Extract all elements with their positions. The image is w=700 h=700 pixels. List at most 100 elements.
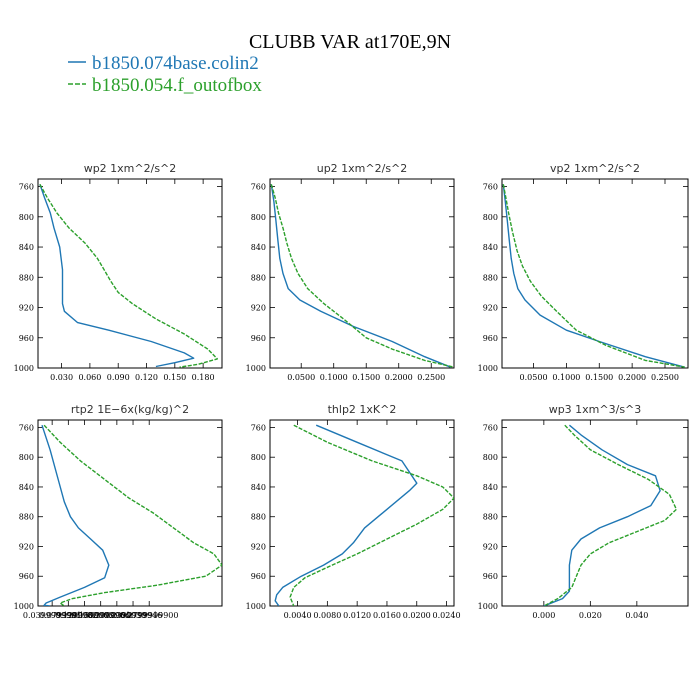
y-tick-label: 1000 bbox=[478, 364, 498, 373]
y-tick-label: 960 bbox=[19, 334, 34, 343]
y-tick-label: 880 bbox=[483, 513, 498, 522]
plot-frame bbox=[37, 419, 223, 607]
x-tick-label: 0.0120 bbox=[343, 611, 371, 620]
y-tick-label: 1000 bbox=[478, 602, 498, 611]
panel-title: up2 1xm^2/s^2 bbox=[317, 162, 408, 175]
panel-2: up2 1xm^2/s^2 760 800 840 880 920 960 1000 0.050… bbox=[246, 162, 455, 382]
y-tick-label: 760 bbox=[251, 183, 266, 192]
x-tick-label: 0.0500 bbox=[520, 373, 548, 382]
series-line-2 bbox=[43, 424, 222, 606]
y-tick-label: 880 bbox=[19, 273, 34, 282]
y-tick-label: 840 bbox=[19, 483, 34, 492]
x-tick-label: 0.0080 bbox=[313, 611, 341, 620]
panel-title: wp2 1xm^2/s^2 bbox=[84, 162, 177, 175]
y-tick-label: 1000 bbox=[246, 364, 266, 373]
x-tick-label: 0.0240 bbox=[433, 611, 461, 620]
x-tick-label: 0.000 bbox=[532, 611, 555, 620]
y-tick-label: 800 bbox=[19, 213, 34, 222]
x-tick-label: 0.2399999946 bbox=[104, 611, 163, 620]
y-tick-label: 760 bbox=[483, 183, 498, 192]
x-tick-label: 0.2000 bbox=[618, 373, 646, 382]
y-tick-label: 960 bbox=[19, 572, 34, 581]
panel-title: vp2 1xm^2/s^2 bbox=[550, 162, 640, 175]
plot-frame bbox=[269, 178, 455, 369]
y-tick-label: 760 bbox=[19, 423, 34, 432]
y-tick-label: 760 bbox=[483, 423, 498, 432]
y-tick-label: 800 bbox=[19, 453, 34, 462]
y-tick-label: 880 bbox=[251, 273, 266, 282]
x-tick-label: 0.180 bbox=[192, 373, 215, 382]
x-tick-label: 0.0799999982 bbox=[39, 611, 98, 620]
series-line-2 bbox=[289, 424, 454, 606]
y-tick-label: 880 bbox=[483, 273, 498, 282]
y-tick-label: 760 bbox=[19, 183, 34, 192]
x-tick-label: 0.030 bbox=[50, 373, 73, 382]
legend-label-2: b1850.054.f_outofbox bbox=[92, 75, 262, 96]
x-tick-label: 0.2500 bbox=[651, 373, 679, 382]
y-tick-label: 1000 bbox=[14, 602, 34, 611]
y-tick-label: 960 bbox=[483, 334, 498, 343]
y-tick-label: 840 bbox=[251, 483, 266, 492]
series-line-1 bbox=[39, 184, 195, 368]
x-tick-label: 0.2500 bbox=[417, 373, 445, 382]
y-tick-label: 800 bbox=[251, 453, 266, 462]
y-tick-label: 880 bbox=[251, 513, 266, 522]
panels: wp2 1xm^2/s^2 760 800 840 880 920 960 1000 0.030… bbox=[14, 162, 689, 620]
figure-title: CLUBB VAR at170E,9N bbox=[249, 31, 451, 53]
y-tick-label: 840 bbox=[483, 243, 498, 252]
plot-frame bbox=[501, 178, 689, 369]
x-tick-label: 0.1599999964 bbox=[71, 611, 130, 620]
panel-title: wp3 1xm^3/s^3 bbox=[549, 403, 642, 416]
x-tick-label: 0.1500 bbox=[352, 373, 380, 382]
x-tick-label: 0.0399999991 bbox=[23, 611, 82, 620]
y-tick-label: 760 bbox=[251, 423, 266, 432]
y-tick-label: 920 bbox=[483, 304, 498, 313]
plot-frame bbox=[37, 178, 223, 369]
x-tick-label: 0.0160 bbox=[373, 611, 401, 620]
x-tick-label: 0.090 bbox=[107, 373, 130, 382]
panel-1: wp2 1xm^2/s^2 760 800 840 880 920 960 1000 0.030… bbox=[14, 162, 223, 382]
x-tick-label: 0.1500 bbox=[585, 373, 613, 382]
series-line-2 bbox=[543, 424, 678, 606]
x-tick-label: 0.2000000030 bbox=[88, 611, 147, 620]
y-tick-label: 840 bbox=[483, 483, 498, 492]
x-tick-label: 0.040 bbox=[625, 611, 648, 620]
y-tick-label: 880 bbox=[19, 513, 34, 522]
y-tick-label: 800 bbox=[251, 213, 266, 222]
series-line-2 bbox=[502, 184, 685, 368]
x-tick-label: 0.150 bbox=[163, 373, 186, 382]
x-tick-label: 0.0040 bbox=[284, 611, 312, 620]
plot-frame bbox=[269, 419, 455, 607]
y-tick-label: 800 bbox=[483, 453, 498, 462]
y-tick-label: 840 bbox=[251, 243, 266, 252]
x-tick-label: 0.120 bbox=[135, 373, 158, 382]
y-tick-label: 920 bbox=[19, 304, 34, 313]
y-tick-label: 920 bbox=[251, 542, 266, 551]
y-tick-label: 920 bbox=[483, 542, 498, 551]
panel-6: wp3 1xm^3/s^3 760 800 840 880 920 960 1000 0.000… bbox=[478, 403, 689, 620]
y-tick-label: 840 bbox=[19, 243, 34, 252]
series-line-2 bbox=[270, 184, 454, 368]
x-tick-label: 0.2000 bbox=[385, 373, 413, 382]
y-tick-label: 960 bbox=[483, 572, 498, 581]
y-tick-label: 1000 bbox=[246, 602, 266, 611]
series-line-2 bbox=[39, 183, 219, 368]
x-tick-label: 0.2799999900 bbox=[120, 611, 179, 620]
x-tick-label: 0.1000 bbox=[320, 373, 348, 382]
legend: b1850.074base.colin2 b1850.054.f_outofbo… bbox=[68, 53, 262, 96]
y-tick-label: 960 bbox=[251, 334, 266, 343]
x-tick-label: 0.020 bbox=[579, 611, 602, 620]
legend-label-1: b1850.074base.colin2 bbox=[92, 53, 259, 74]
series-line-1 bbox=[270, 184, 451, 368]
y-tick-label: 920 bbox=[19, 542, 34, 551]
x-tick-label: 0.1000 bbox=[552, 373, 580, 382]
panel-title: thlp2 1xK^2 bbox=[328, 403, 397, 416]
x-tick-label: 0.060 bbox=[78, 373, 101, 382]
series-line-1 bbox=[543, 424, 661, 606]
plot-frame bbox=[501, 419, 689, 607]
x-tick-label: 0.0200 bbox=[403, 611, 431, 620]
x-tick-label: 0.0500 bbox=[287, 373, 315, 382]
panel-3: vp2 1xm^2/s^2 760 800 840 880 920 960 1000 0.050… bbox=[478, 162, 689, 382]
